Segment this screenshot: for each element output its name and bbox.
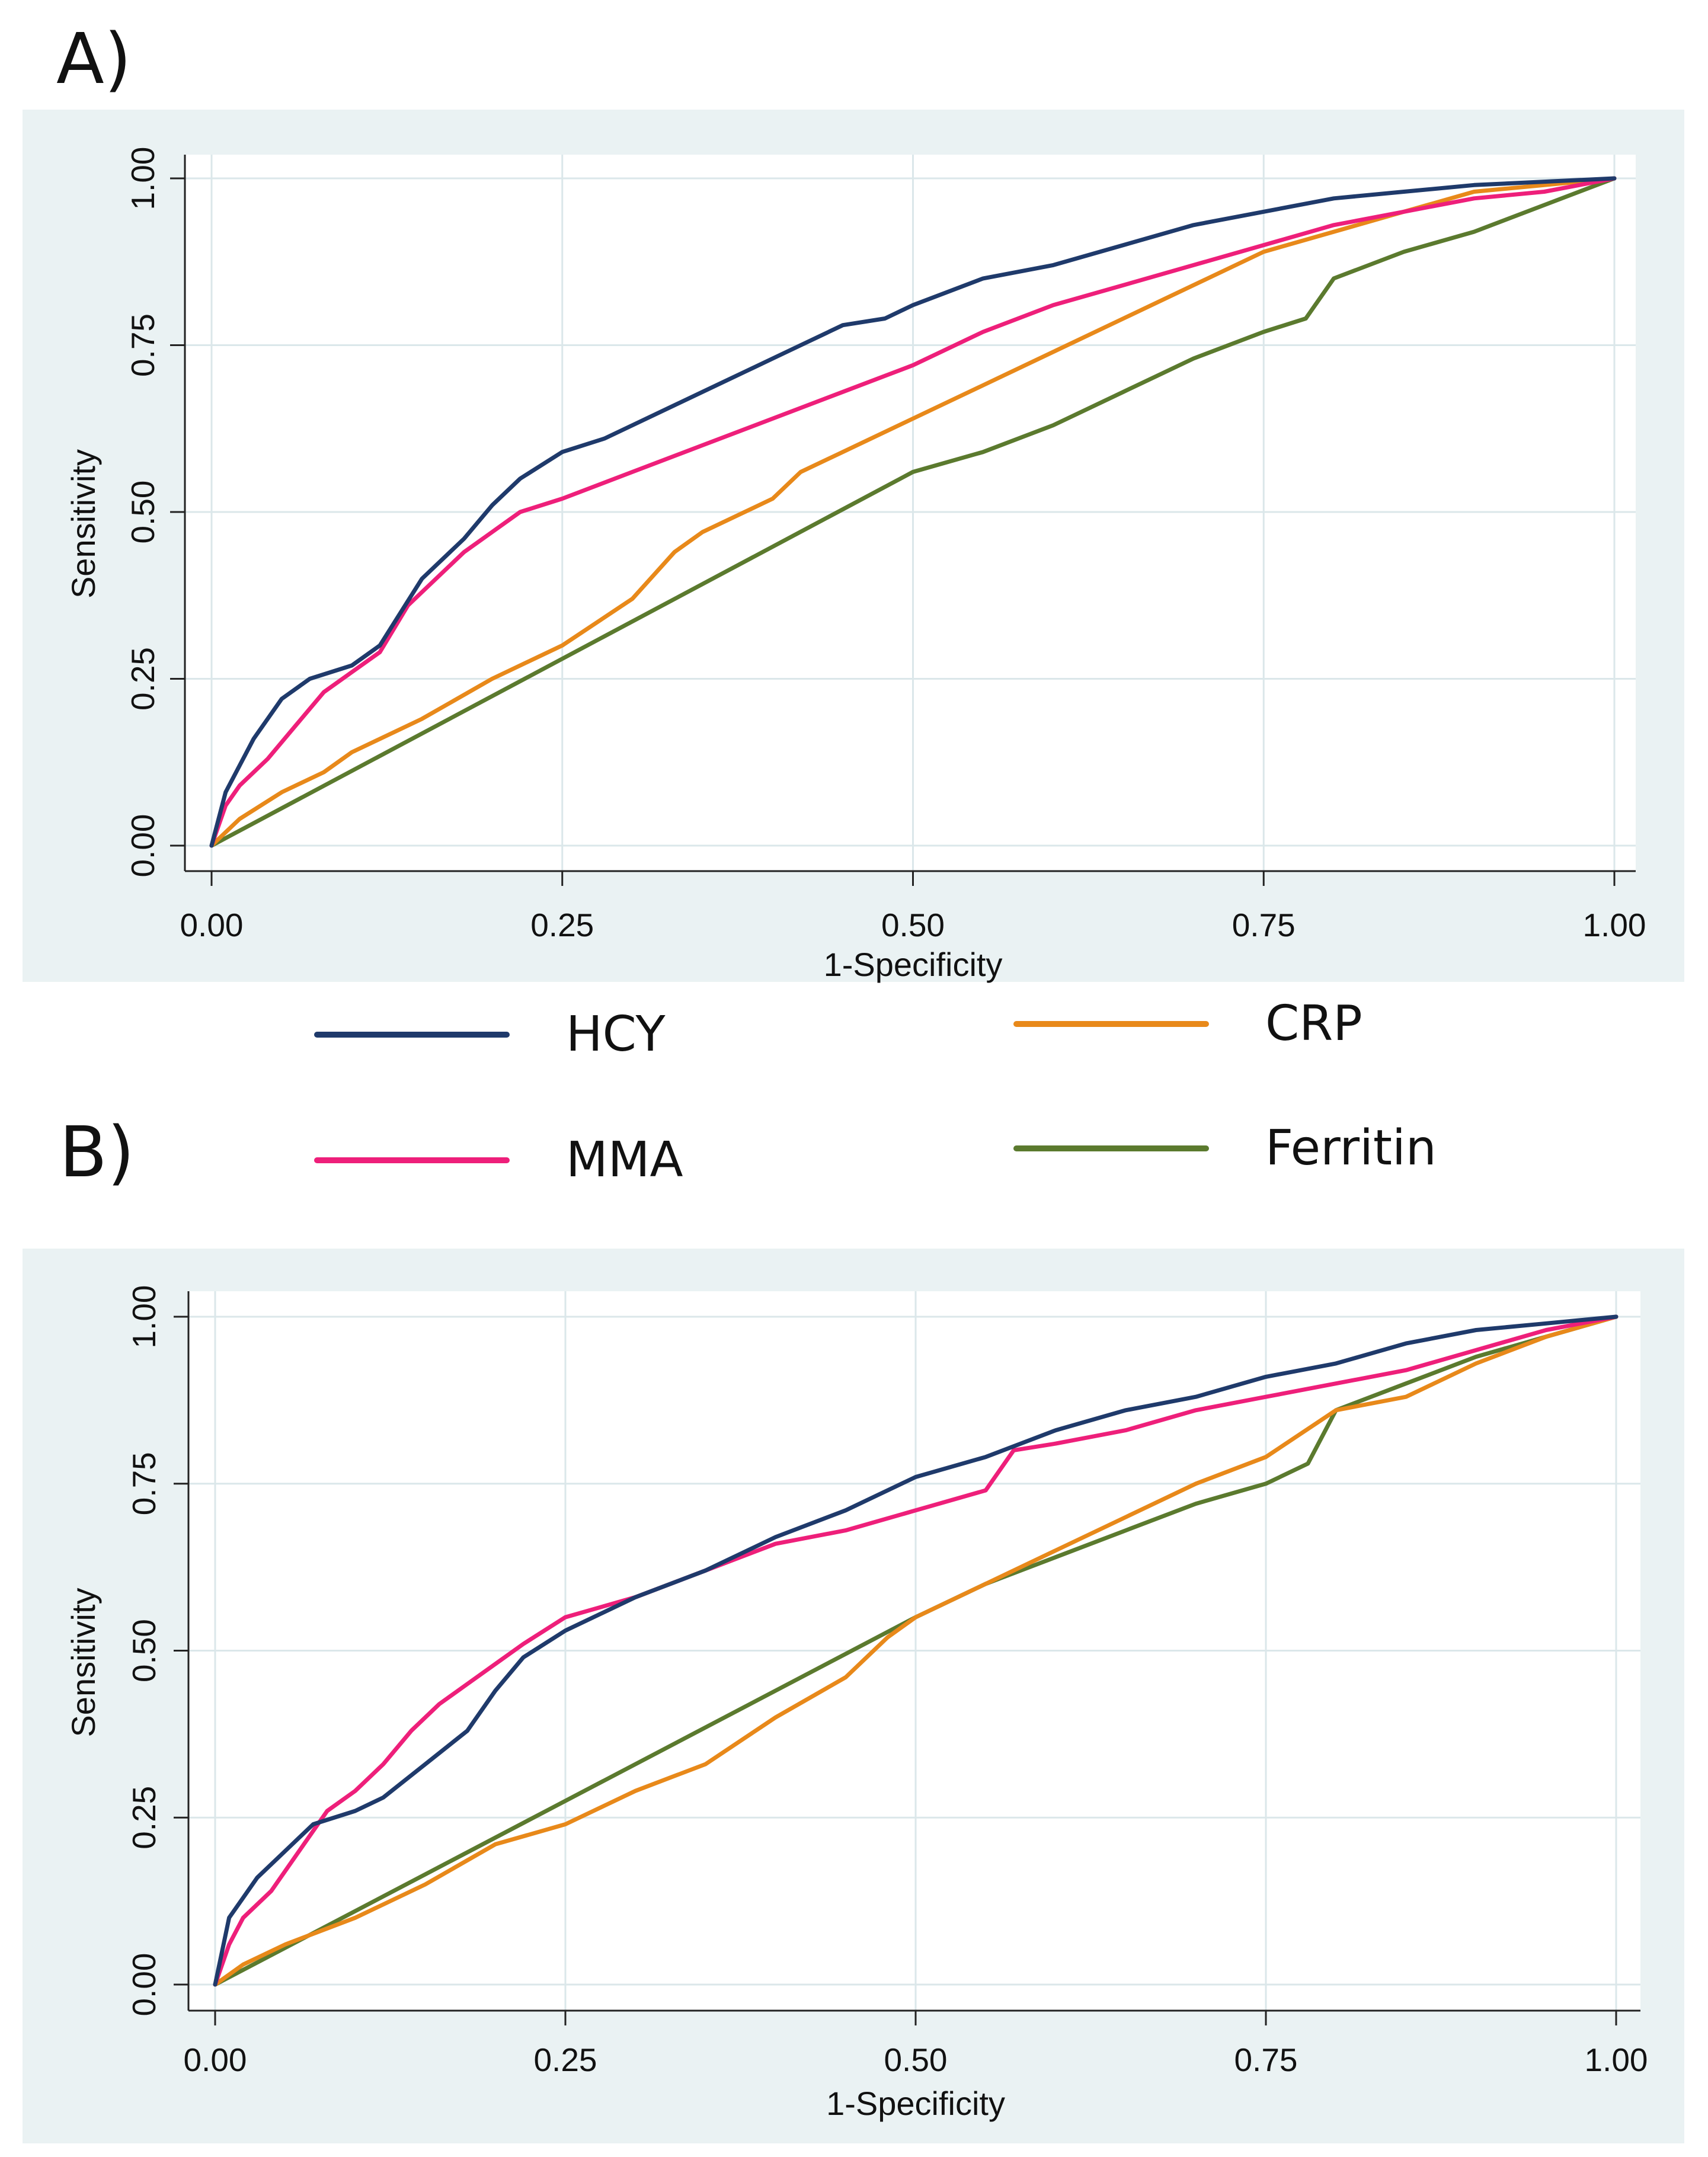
y-tick-label: 0.50 <box>126 1619 162 1682</box>
series-line-hcy <box>213 1314 1619 1987</box>
y-tick-label: 0.25 <box>124 647 161 711</box>
series-line-mma <box>209 176 1617 848</box>
y-tick-label: 0.75 <box>124 313 161 377</box>
x-tick-label: 0.50 <box>881 907 945 943</box>
x-tick-label: 1.00 <box>1584 2041 1648 2078</box>
legend-item-crp: CRP <box>1013 996 1362 1052</box>
legend-swatch-crp <box>1013 1020 1209 1027</box>
legend-item-ferritin: Ferritin <box>1013 1120 1437 1176</box>
x-tick-label: 0.00 <box>183 2041 247 2078</box>
roc-chart-a: 0.00 0.25 0.50 0.75 1.00 0.00 0.25 0.50 0.75 1.00… <box>65 146 1646 983</box>
y-axis-title: Sensitivity <box>65 449 102 599</box>
legend-swatch-ferritin <box>1013 1145 1209 1151</box>
x-axis-title: 1-Specificity <box>824 946 1003 983</box>
x-tick-label: 0.25 <box>530 907 594 943</box>
roc-chart-b: 0.00 0.25 0.50 0.75 1.00 0.00 0.25 0.50 0.75 1.00… <box>65 1285 1648 2122</box>
y-tick-label: 0.00 <box>126 1953 162 2016</box>
legend-label-hcy: HCY <box>566 1006 666 1063</box>
legend-item-mma: MMA <box>314 1132 683 1188</box>
x-tick-label: 0.25 <box>533 2041 597 2078</box>
panel-label-b: B) <box>59 1111 135 1193</box>
series-line-hcy <box>209 176 1617 848</box>
y-tick-label: 0.75 <box>126 1452 162 1515</box>
series-line-crp <box>213 1314 1619 1987</box>
panel-label-a: A) <box>56 18 132 100</box>
series-line-ferritin <box>209 176 1617 848</box>
y-tick-label: 0.50 <box>124 480 161 543</box>
legend: HCY CRP MMA Ferritin <box>0 984 1708 1238</box>
legend-swatch-mma <box>314 1157 510 1163</box>
legend-label-ferritin: Ferritin <box>1265 1120 1437 1176</box>
y-tick-label: 1.00 <box>124 146 161 210</box>
legend-swatch-hcy <box>314 1031 510 1038</box>
series-line-crp <box>209 176 1617 848</box>
y-axis-title: Sensitivity <box>65 1588 102 1737</box>
y-tick-label: 1.00 <box>126 1285 162 1348</box>
x-tick-label: 0.75 <box>1232 907 1296 943</box>
x-tick-label: 0.75 <box>1234 2041 1297 2078</box>
legend-label-crp: CRP <box>1265 996 1362 1052</box>
y-tick-label: 0.00 <box>124 814 161 877</box>
x-tick-label: 0.00 <box>180 907 243 943</box>
x-axis-title: 1-Specificity <box>826 2085 1005 2122</box>
legend-label-mma: MMA <box>566 1132 683 1188</box>
x-tick-label: 1.00 <box>1582 907 1646 943</box>
y-tick-label: 0.25 <box>126 1786 162 1849</box>
x-tick-label: 0.50 <box>884 2041 947 2078</box>
legend-item-hcy: HCY <box>314 1006 666 1063</box>
